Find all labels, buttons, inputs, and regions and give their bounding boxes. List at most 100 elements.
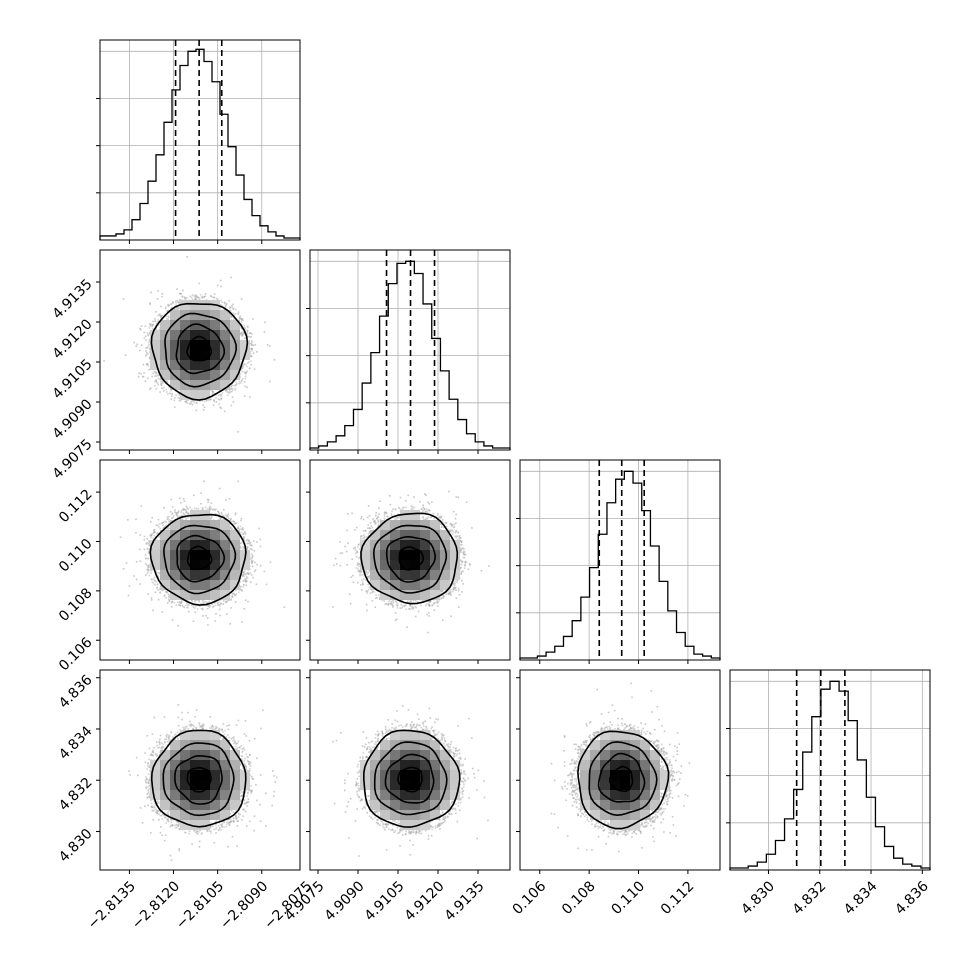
- sample-point: [207, 617, 209, 619]
- sample-point: [424, 829, 427, 832]
- sample-point: [457, 496, 460, 499]
- density-cell: [380, 590, 390, 600]
- sample-point: [339, 541, 341, 543]
- sample-point: [355, 526, 358, 529]
- sample-point: [244, 375, 247, 378]
- sample-point: [170, 398, 173, 400]
- sample-point: [239, 795, 242, 797]
- sample-point: [180, 519, 182, 521]
- sample-point: [461, 792, 464, 794]
- sample-point: [148, 543, 150, 546]
- sample-point: [453, 582, 455, 585]
- sample-point: [171, 393, 173, 396]
- sample-point: [211, 725, 214, 727]
- sample-point: [217, 519, 220, 521]
- sample-point: [173, 601, 176, 604]
- sample-point: [460, 798, 462, 801]
- sample-point: [145, 778, 148, 780]
- sample-point: [268, 345, 271, 347]
- sample-point: [220, 398, 223, 401]
- sample-point: [427, 631, 429, 634]
- sample-point: [362, 518, 365, 521]
- sample-point: [225, 499, 227, 501]
- density-cell: [240, 340, 250, 350]
- sample-point: [459, 549, 462, 551]
- sample-point: [122, 568, 125, 570]
- sample-point: [243, 537, 246, 540]
- density-cell: [170, 740, 180, 750]
- sample-point: [214, 821, 217, 823]
- sample-point: [241, 794, 243, 796]
- sample-point: [449, 746, 451, 748]
- sample-point: [383, 519, 386, 521]
- sample-point: [195, 831, 197, 834]
- sample-point: [226, 600, 229, 602]
- sample-point: [145, 786, 147, 788]
- sample-point: [225, 389, 227, 392]
- sample-point: [455, 530, 458, 532]
- sample-point: [241, 765, 244, 768]
- sample-point: [247, 791, 249, 794]
- sample-point: [422, 518, 425, 521]
- density-cell: [160, 360, 170, 370]
- sample-point: [155, 322, 158, 325]
- sample-point: [185, 606, 188, 609]
- sample-point: [357, 570, 360, 573]
- density-cell: [190, 350, 200, 360]
- sample-point: [179, 734, 181, 737]
- sample-point: [168, 527, 171, 530]
- sample-point: [207, 601, 209, 604]
- sample-point: [187, 711, 189, 714]
- sample-point: [451, 583, 454, 585]
- sample-point: [205, 614, 207, 617]
- sample-point: [198, 600, 201, 603]
- sample-point: [213, 296, 215, 299]
- density-cell: [420, 590, 430, 600]
- density-cell: [150, 550, 160, 560]
- sample-point: [163, 386, 166, 389]
- sample-point: [176, 300, 179, 302]
- sample-point: [363, 535, 366, 538]
- sample-point: [195, 298, 198, 301]
- sample-point: [161, 314, 164, 317]
- sample-point: [378, 810, 380, 812]
- density-cell: [170, 330, 180, 340]
- density-cell: [170, 340, 180, 350]
- sample-point: [215, 823, 217, 826]
- sample-point: [395, 726, 397, 728]
- density-cell: [390, 530, 400, 540]
- sample-point: [129, 774, 132, 776]
- sample-point: [164, 520, 166, 523]
- sample-point: [356, 808, 358, 810]
- sample-point: [203, 480, 205, 483]
- sample-point: [174, 738, 177, 740]
- sample-point: [178, 828, 181, 831]
- sample-point: [359, 569, 362, 572]
- density-cell: [170, 760, 180, 770]
- sample-point: [163, 595, 166, 597]
- sample-point: [374, 523, 376, 525]
- sample-point: [181, 296, 184, 298]
- density-cell: [180, 320, 190, 330]
- sample-point: [339, 564, 342, 567]
- sample-point: [360, 516, 363, 518]
- sample-point: [222, 514, 225, 517]
- sample-point: [248, 335, 251, 338]
- sample-point: [231, 388, 234, 390]
- sample-point: [233, 820, 235, 822]
- sample-point: [422, 506, 425, 509]
- sample-point: [145, 339, 147, 341]
- sample-point: [191, 724, 193, 727]
- sample-point: [391, 819, 394, 822]
- sample-point: [152, 609, 154, 612]
- sample-point: [244, 791, 247, 794]
- sample-point: [150, 578, 153, 581]
- sample-point: [231, 316, 233, 318]
- density-cell: [210, 380, 220, 390]
- sample-point: [460, 797, 462, 800]
- sample-point: [160, 747, 162, 750]
- sample-point: [173, 734, 176, 736]
- sample-point: [472, 767, 474, 770]
- sample-point: [190, 296, 193, 299]
- sample-point: [147, 377, 149, 379]
